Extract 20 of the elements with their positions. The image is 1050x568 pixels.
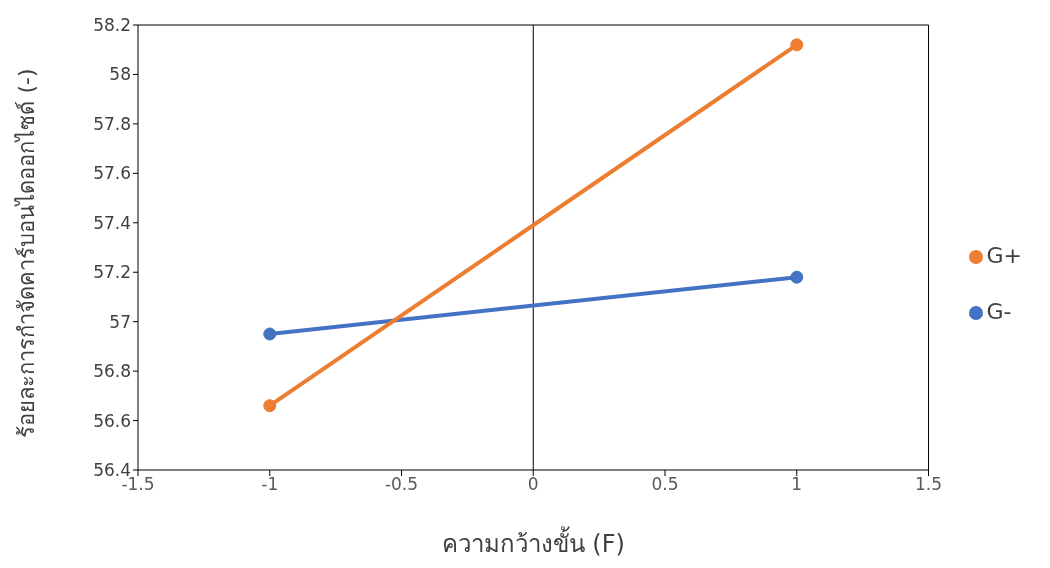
y-tick-label: 57.2 xyxy=(93,262,131,283)
y-tick-label: 57.4 xyxy=(93,212,131,233)
y-tick-label: 56.8 xyxy=(93,361,131,382)
x-axis-title: ความกว้างขั้น (F) xyxy=(441,526,625,558)
x-tick-label: 0.5 xyxy=(651,474,679,495)
x-tick-label: -0.5 xyxy=(384,474,419,495)
x-tick-label: 1.5 xyxy=(914,474,943,495)
y-tick-label: 56.4 xyxy=(93,460,131,481)
x-tick-label: -1 xyxy=(261,474,279,495)
x-tick-label: 1 xyxy=(791,474,803,495)
y-tick-label: 56.6 xyxy=(93,410,131,431)
legend-label: G- xyxy=(986,299,1012,324)
y-tick-label: 57 xyxy=(109,311,131,332)
y-tick-label: 58.2 xyxy=(93,15,131,36)
y-tick-label: 58 xyxy=(109,64,131,85)
legend-label: G+ xyxy=(986,243,1022,268)
y-tick-label: 57.6 xyxy=(93,163,131,184)
x-tick-label: 0 xyxy=(527,474,539,495)
y-tick-label: 57.8 xyxy=(93,113,131,134)
y-axis-title: ร้อยละการกำจัดคาร์บอนไดออกไซด์ (-) xyxy=(13,68,39,438)
